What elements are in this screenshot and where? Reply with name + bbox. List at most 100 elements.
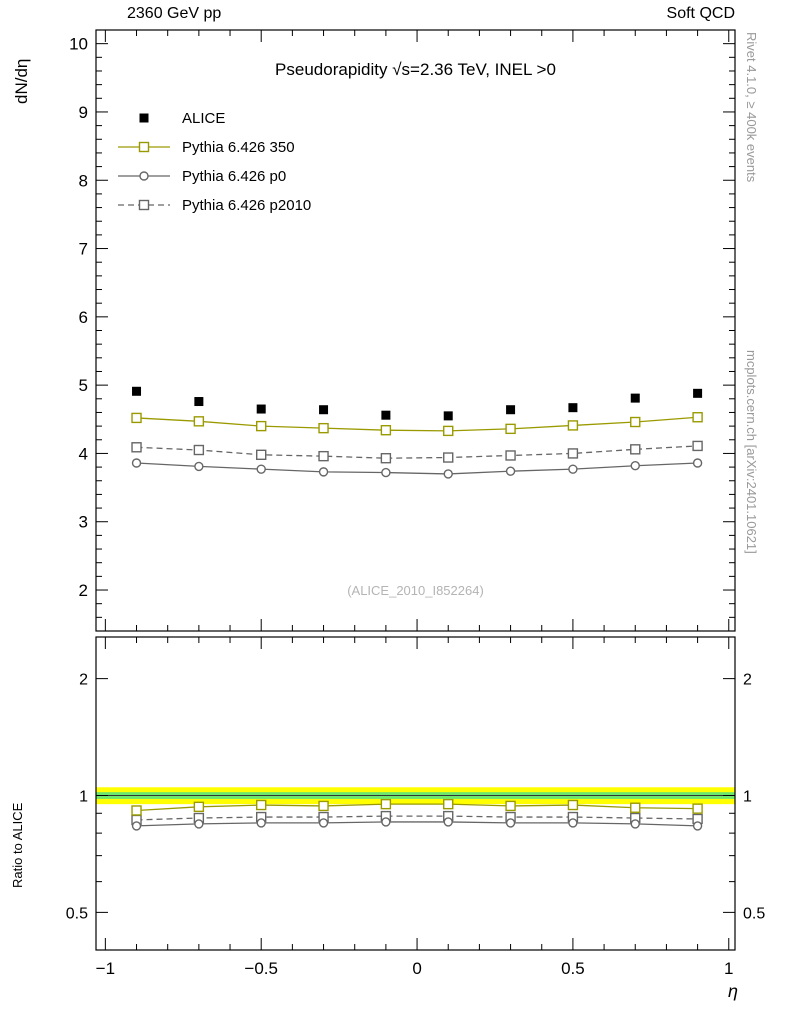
tick-label: 1: [79, 788, 88, 805]
ratio-frame: [95, 636, 736, 951]
data-point: [194, 819, 204, 829]
tick-label: 9: [79, 103, 88, 122]
data-point: [567, 448, 579, 459]
data-point: [381, 410, 391, 420]
series-pythia-6-426-p0: [131, 458, 703, 479]
tick-label: 6: [79, 308, 88, 327]
data-point: [505, 800, 516, 812]
tick-label: 2: [743, 672, 752, 689]
data-point: [381, 817, 391, 827]
data-point: [318, 450, 329, 462]
tick-label: −1: [96, 959, 115, 978]
data-point: [132, 386, 142, 396]
header-beam-label: 2360 GeV pp: [127, 5, 222, 22]
data-point: [131, 821, 142, 831]
series-pythia-6-426-350: [131, 412, 703, 437]
data-point: [193, 416, 205, 427]
legend-label: Pythia 6.426 350: [182, 139, 295, 156]
data-point: [138, 141, 150, 153]
legend-label: ALICE: [182, 110, 225, 127]
data-point: [319, 405, 329, 415]
series-alice: [132, 386, 703, 421]
data-point: [318, 422, 329, 434]
series-pythia-6-426-p2010: [131, 440, 703, 464]
data-point: [131, 458, 142, 468]
data-point: [256, 420, 267, 432]
data-point: [443, 411, 453, 421]
data-point: [443, 452, 454, 463]
data-point: [505, 423, 516, 435]
data-point: [630, 819, 640, 829]
axes: [95, 29, 736, 951]
data-point: [630, 461, 640, 471]
tick-label: 10: [69, 35, 88, 54]
tick-label: 1: [743, 788, 752, 805]
legend-label: Pythia 6.426 p2010: [182, 197, 311, 214]
data-point: [692, 803, 703, 814]
main-panel-series: [131, 386, 703, 479]
data-point: [693, 388, 703, 398]
data-point: [568, 818, 578, 828]
series-pythia-6-426-p0: [131, 817, 703, 831]
data-point: [630, 444, 641, 455]
tick-label: 3: [79, 513, 88, 532]
data-point: [193, 801, 205, 813]
data-point: [256, 799, 267, 811]
ratio-uncertainty-bands: [96, 787, 735, 805]
tick-labels: 2 3 4 5 6 7 8 9 10 0.5 0.5 1 1 2 2 −1 −0.5 0 0.5 1: [66, 35, 766, 978]
tick-label: −0.5: [244, 959, 278, 978]
data-point: [567, 799, 579, 811]
data-point: [630, 802, 641, 813]
data-point: [194, 397, 204, 407]
data-point: [318, 467, 329, 477]
data-point: [256, 404, 266, 414]
data-point: [443, 469, 453, 479]
data-point: [568, 464, 578, 474]
data-point: [505, 466, 516, 476]
data-point: [443, 817, 453, 827]
rivet-version-label: Rivet 4.1.0, ≥ 400k events: [744, 32, 759, 183]
data-point: [692, 412, 703, 423]
tick-label: 0.5: [561, 959, 585, 978]
data-point: [318, 800, 329, 812]
ratio-panel-series: [131, 798, 703, 831]
legend-label: Pythia 6.426 p0: [182, 168, 286, 185]
data-point: [256, 818, 266, 828]
data-point: [138, 199, 150, 211]
tick-label: 7: [79, 240, 88, 259]
tick-label: 4: [79, 444, 88, 463]
data-point: [256, 464, 266, 474]
data-point: [381, 467, 391, 478]
data-point: [443, 425, 454, 437]
header-process-label: Soft QCD: [666, 5, 735, 22]
y-axis-label-ratio: Ratio to ALICE: [10, 802, 25, 888]
data-point: [193, 444, 205, 456]
tick-label: 2: [79, 672, 88, 689]
data-point: [505, 450, 516, 461]
data-point: [131, 442, 142, 453]
tick-label: 0: [412, 959, 421, 978]
data-point: [380, 425, 392, 436]
data-point: [380, 798, 392, 810]
tick-label: 5: [79, 376, 88, 395]
y-axis-label-main: dN/dη: [12, 58, 31, 104]
analysis-watermark: (ALICE_2010_I852264): [347, 583, 484, 598]
data-point: [131, 805, 142, 816]
tick-label: 2: [79, 581, 88, 600]
legend: ALICE Pythia 6.426 350 Pythia 6.426 p0 Pyth…: [118, 110, 311, 214]
data-point: [505, 818, 516, 828]
data-point: [630, 416, 641, 428]
data-point: [139, 113, 149, 123]
tick-label: 1: [724, 959, 733, 978]
x-axis-label: η: [728, 981, 738, 1001]
series-pythia-6-426-350: [131, 798, 703, 816]
data-point: [568, 403, 578, 413]
data-point: [194, 461, 204, 472]
data-point: [692, 440, 703, 452]
data-point: [692, 821, 703, 831]
data-point: [443, 798, 454, 810]
data-point: [506, 405, 516, 415]
data-point: [567, 420, 579, 431]
